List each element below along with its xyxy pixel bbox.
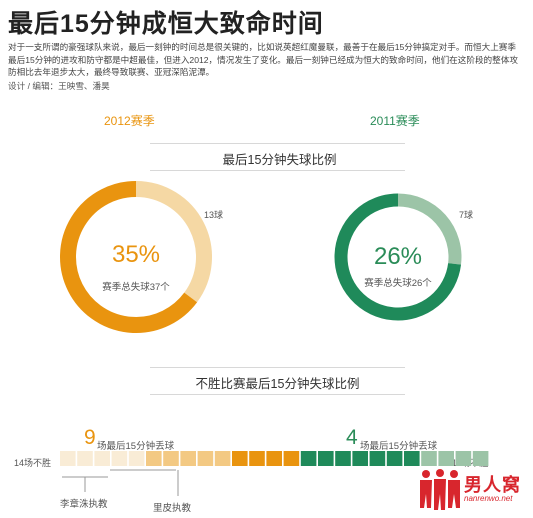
winless-2011-count: 4	[346, 426, 358, 449]
coach-label-left: 李章洙执教	[60, 499, 108, 510]
match-cell-2011	[404, 451, 420, 466]
match-cell-2012	[77, 451, 93, 466]
donut-2012-percent: 35%	[111, 241, 161, 268]
donut-2011-percent: 26%	[373, 243, 423, 270]
donut-2012-total: 赛季总失球37个	[102, 282, 170, 293]
intro-text: 对于一支所谓的豪强球队来说，最后一刻钟的时间总是很关键的，比如说英超红魔曼联，最…	[8, 42, 518, 78]
site-logo-name: 男人窝	[464, 475, 521, 495]
match-cell-2012	[180, 451, 196, 466]
donut-2012-slice-label: 13球	[204, 210, 224, 220]
section1-rule-bottom	[150, 170, 405, 171]
season-label-2011: 2011赛季	[370, 114, 420, 128]
match-cell-2012	[60, 451, 76, 466]
donut-2011-total: 赛季总失球26个	[364, 278, 432, 289]
match-cell-2012	[232, 451, 248, 466]
match-cell-2012	[283, 451, 300, 466]
site-logo-url: nanrenwo.net	[464, 494, 513, 503]
match-cell-2012	[146, 451, 162, 466]
match-cell-2011	[352, 451, 368, 466]
match-cell-2011	[369, 451, 386, 466]
donut-2011-slice-label: 7球	[459, 210, 474, 220]
winless-2012-total: 14场不胜	[14, 458, 52, 468]
donut-2012-last15-slice	[135, 181, 212, 303]
match-cell-2011	[438, 451, 454, 466]
donut-2012-other-slice	[60, 181, 198, 333]
credit-line: 设计 / 编辑：王映雪、潘昊	[8, 81, 110, 91]
page-title: 最后15分钟成恒大致命时间	[8, 10, 324, 38]
match-cell-2012	[214, 451, 231, 466]
match-cell-2011	[335, 451, 351, 466]
section2-rule-bottom	[150, 394, 405, 395]
winless-2012-count: 9	[84, 426, 96, 449]
match-cell-2011	[472, 451, 489, 466]
match-cell-2011	[386, 451, 403, 466]
section2-title: 不胜比赛最后15分钟失球比例	[195, 377, 360, 391]
match-cell-2012	[197, 451, 214, 466]
match-cell-2012	[163, 451, 179, 466]
section1-rule-top	[150, 143, 405, 144]
season-label-2012: 2012赛季	[104, 114, 155, 128]
donut-2011-other-slice	[334, 193, 462, 321]
match-cell-2011	[421, 451, 437, 466]
winless-2012-text: 场最后15分钟丢球	[97, 441, 175, 452]
match-cell-2011	[455, 451, 472, 466]
site-logo-icon	[420, 469, 460, 510]
match-cell-2012	[111, 451, 128, 466]
match-cell-2012	[266, 451, 282, 466]
donut-2011-last15-slice	[397, 193, 462, 265]
match-cell-2012	[249, 451, 265, 466]
winless-2011-text: 场最后15分钟丢球	[360, 441, 438, 452]
coach-label-right: 里皮执教	[153, 503, 192, 514]
section2-rule-top	[150, 367, 405, 368]
match-cell-2012	[128, 451, 145, 466]
match-cell-2012	[94, 451, 110, 466]
match-cell-2011	[318, 451, 334, 466]
section1-title: 最后15分钟失球比例	[222, 153, 337, 167]
match-cell-2011	[300, 451, 317, 466]
